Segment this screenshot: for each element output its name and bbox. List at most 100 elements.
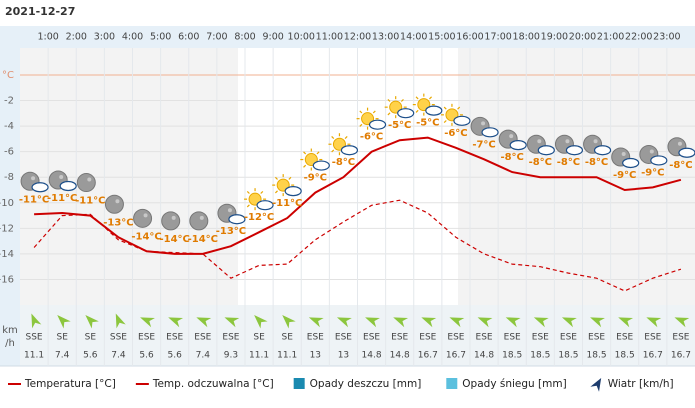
sun-ray bbox=[429, 96, 433, 100]
sun-ray bbox=[415, 109, 419, 113]
wind-direction: ESE bbox=[363, 333, 380, 343]
wind-direction: ESE bbox=[504, 333, 521, 343]
temperature-label: -14°C bbox=[159, 234, 189, 245]
sun-ray bbox=[274, 190, 278, 194]
wind-speed: 7.4 bbox=[196, 351, 211, 361]
weather-icon bbox=[667, 137, 695, 158]
temperature-label: -12°C bbox=[244, 212, 274, 223]
temperature-label: -14°C bbox=[131, 231, 161, 242]
wind-speed: 13 bbox=[338, 351, 349, 361]
sun-ray bbox=[274, 176, 278, 180]
weather-icon bbox=[133, 208, 153, 228]
wind-arrow bbox=[477, 317, 493, 328]
wind-direction: ESE bbox=[616, 333, 633, 343]
legend-swatch bbox=[293, 378, 305, 389]
cloud bbox=[537, 145, 555, 156]
wind-speed: 16.7 bbox=[418, 351, 438, 361]
wind-arrow bbox=[336, 317, 352, 328]
temperature-label: -11°C bbox=[47, 193, 77, 204]
moon-crater bbox=[565, 139, 570, 144]
legend-label: Opady śniegu [mm] bbox=[462, 378, 566, 390]
moon-crater bbox=[115, 199, 120, 204]
wind-speed: 9.3 bbox=[224, 351, 238, 361]
wind-speed: 18.5 bbox=[502, 351, 522, 361]
moon bbox=[161, 211, 181, 231]
y-tick-label: -2 bbox=[4, 96, 14, 107]
moon-crater bbox=[649, 149, 654, 154]
plot-day bbox=[238, 48, 458, 305]
cloud bbox=[593, 145, 612, 156]
moon-crater bbox=[677, 141, 682, 146]
temperature-label: -14°C bbox=[188, 234, 218, 245]
moon-crater bbox=[537, 139, 542, 144]
wind-speed: 7.4 bbox=[55, 351, 70, 361]
moon-crater bbox=[87, 177, 92, 182]
hour-label: 6:00 bbox=[178, 32, 199, 43]
hour-label: 23:00 bbox=[653, 32, 680, 43]
wind-arrow bbox=[254, 315, 268, 329]
wind-speed: 16.7 bbox=[643, 351, 663, 361]
temperature-label: -11°C bbox=[19, 194, 49, 205]
temperature-label: -5°C bbox=[416, 118, 439, 129]
temperature-label: -7°C bbox=[472, 139, 495, 150]
hour-label: 11:00 bbox=[316, 32, 343, 43]
sun-ray bbox=[316, 151, 320, 155]
wind-arrow bbox=[282, 315, 296, 329]
hour-label: 22:00 bbox=[625, 32, 652, 43]
hour-label: 15:00 bbox=[428, 32, 455, 43]
wind-direction: ESE bbox=[391, 333, 408, 343]
moon-crater bbox=[143, 213, 148, 218]
sun-ray bbox=[303, 164, 307, 168]
wind-speed: 11.1 bbox=[249, 351, 269, 361]
sun-ray bbox=[331, 149, 335, 153]
wind-arrow bbox=[533, 317, 549, 328]
wind-arrow bbox=[115, 313, 126, 329]
weather-icon bbox=[48, 170, 77, 192]
moon bbox=[133, 208, 153, 228]
wind-direction: SE bbox=[281, 333, 293, 343]
wind-speed: 14.8 bbox=[390, 351, 410, 361]
cloud bbox=[509, 140, 527, 151]
wind-arrow bbox=[196, 317, 212, 328]
moon-crater bbox=[481, 121, 486, 126]
weather-icon bbox=[440, 103, 471, 126]
wind-arrow bbox=[140, 317, 155, 328]
wind-speed: 16.7 bbox=[446, 351, 466, 361]
wind-arrow bbox=[590, 317, 605, 328]
cloud bbox=[678, 147, 695, 158]
wind-speed: 18.5 bbox=[558, 351, 578, 361]
wind-direction: ESE bbox=[588, 333, 605, 343]
sun-ray bbox=[246, 204, 250, 208]
wind-speed: 14.8 bbox=[362, 351, 382, 361]
date-title: 2021-12-27 bbox=[5, 5, 75, 18]
weather-icon bbox=[412, 93, 443, 116]
weather-icon bbox=[583, 134, 612, 156]
moon-crater bbox=[593, 139, 598, 144]
wind-arrow bbox=[308, 317, 324, 328]
y-tick-label: -16 bbox=[0, 274, 14, 285]
feels-like-line bbox=[33, 199, 682, 292]
weather-icon bbox=[498, 129, 527, 151]
weather-icon bbox=[470, 116, 499, 138]
moon bbox=[189, 211, 209, 231]
temperature-label: -6°C bbox=[360, 132, 383, 143]
hour-label: 18:00 bbox=[513, 32, 540, 43]
wind-speed: 18.5 bbox=[587, 351, 607, 361]
wind-direction: ESE bbox=[560, 333, 577, 343]
wind-direction: ESE bbox=[222, 333, 239, 343]
wind-arrow bbox=[421, 317, 437, 328]
weather-icon bbox=[384, 96, 415, 119]
sun-ray bbox=[443, 120, 447, 124]
hour-label: 12:00 bbox=[344, 32, 371, 43]
wind-speed: 11.1 bbox=[24, 351, 44, 361]
weather-icon bbox=[161, 211, 181, 231]
wind-direction: ESE bbox=[166, 333, 183, 343]
wind-direction: ESE bbox=[307, 333, 324, 343]
wind-direction: ESE bbox=[644, 333, 661, 343]
temperature-label: -13°C bbox=[103, 217, 133, 228]
weather-icon bbox=[639, 144, 668, 166]
weather-icon bbox=[611, 147, 640, 169]
sun-ray bbox=[288, 176, 292, 180]
wind-direction: ESE bbox=[335, 333, 352, 343]
y-tick-label: -4 bbox=[4, 121, 14, 132]
